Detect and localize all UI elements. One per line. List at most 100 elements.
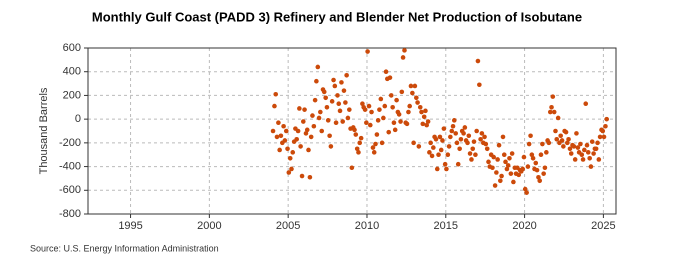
point	[526, 141, 532, 147]
point	[319, 128, 325, 134]
point	[386, 129, 392, 135]
point	[370, 145, 376, 150]
point	[522, 186, 528, 192]
point	[521, 154, 527, 160]
point	[352, 127, 357, 133]
point	[286, 170, 292, 175]
point	[541, 171, 546, 176]
point	[394, 97, 399, 103]
point	[507, 155, 512, 161]
point	[294, 137, 299, 142]
plot-border	[87, 47, 617, 215]
point	[434, 166, 440, 172]
point	[533, 160, 539, 166]
point	[525, 164, 531, 169]
point	[494, 170, 499, 175]
point	[406, 109, 411, 115]
point	[588, 164, 594, 169]
point	[387, 75, 393, 80]
y-tick-label: -200	[59, 137, 81, 149]
point	[442, 161, 448, 167]
x-tick-label: 2020	[512, 220, 536, 232]
point	[567, 146, 573, 152]
point	[424, 122, 430, 128]
point	[318, 109, 323, 115]
point	[337, 108, 343, 114]
point	[331, 77, 336, 83]
chart-title: Monthly Gulf Coast (PADD 3) Refinery and…	[92, 9, 582, 24]
point	[371, 150, 377, 155]
point	[297, 106, 302, 111]
point	[421, 114, 427, 120]
x-tick-label: 2005	[276, 220, 300, 232]
point	[273, 91, 279, 97]
x-tick-label: 1995	[118, 220, 142, 232]
point	[408, 83, 414, 89]
point	[496, 142, 502, 148]
point	[360, 101, 365, 107]
point	[568, 151, 574, 156]
point	[381, 115, 386, 121]
point	[589, 139, 595, 144]
point	[501, 152, 507, 158]
point	[365, 49, 370, 54]
point	[416, 144, 422, 149]
point	[314, 78, 319, 84]
point	[516, 172, 522, 178]
point	[440, 138, 445, 143]
point	[369, 109, 374, 115]
point	[308, 134, 314, 140]
y-tick-label: 600	[63, 42, 81, 54]
point	[402, 48, 407, 53]
y-axis-label: Thousand Barrels	[38, 87, 50, 174]
point	[311, 123, 317, 129]
point	[378, 96, 384, 102]
point	[303, 131, 309, 136]
point	[419, 109, 424, 115]
point	[549, 104, 554, 110]
y-tick-label: 200	[63, 89, 81, 101]
point	[564, 140, 570, 146]
point	[357, 140, 363, 146]
point	[281, 123, 286, 129]
point	[446, 144, 452, 149]
point	[511, 179, 516, 185]
point	[450, 123, 456, 129]
point	[282, 138, 288, 143]
point	[367, 122, 373, 128]
point	[407, 103, 412, 109]
point	[278, 133, 284, 139]
point	[299, 173, 305, 179]
point	[603, 123, 608, 129]
point	[340, 119, 346, 124]
point	[471, 139, 477, 144]
point	[379, 140, 385, 146]
point	[536, 174, 541, 180]
point	[479, 131, 485, 136]
point	[587, 155, 592, 161]
plot-area	[88, 48, 616, 214]
point	[341, 88, 347, 93]
point	[469, 157, 474, 162]
point	[420, 121, 426, 127]
point	[390, 104, 395, 110]
point	[508, 171, 514, 176]
point	[558, 133, 563, 139]
point	[509, 151, 515, 156]
point	[438, 147, 444, 153]
point	[353, 132, 359, 137]
y-tick-label: 0	[75, 113, 81, 125]
point	[448, 134, 453, 140]
point	[362, 107, 368, 112]
point	[431, 145, 436, 150]
point	[449, 128, 455, 134]
y-tick-label: -800	[59, 208, 81, 220]
point	[575, 145, 581, 150]
point	[563, 129, 569, 135]
point	[462, 125, 468, 130]
point	[347, 107, 352, 112]
point	[302, 107, 307, 112]
x-tick-label: 2010	[355, 220, 379, 232]
point	[582, 147, 587, 153]
